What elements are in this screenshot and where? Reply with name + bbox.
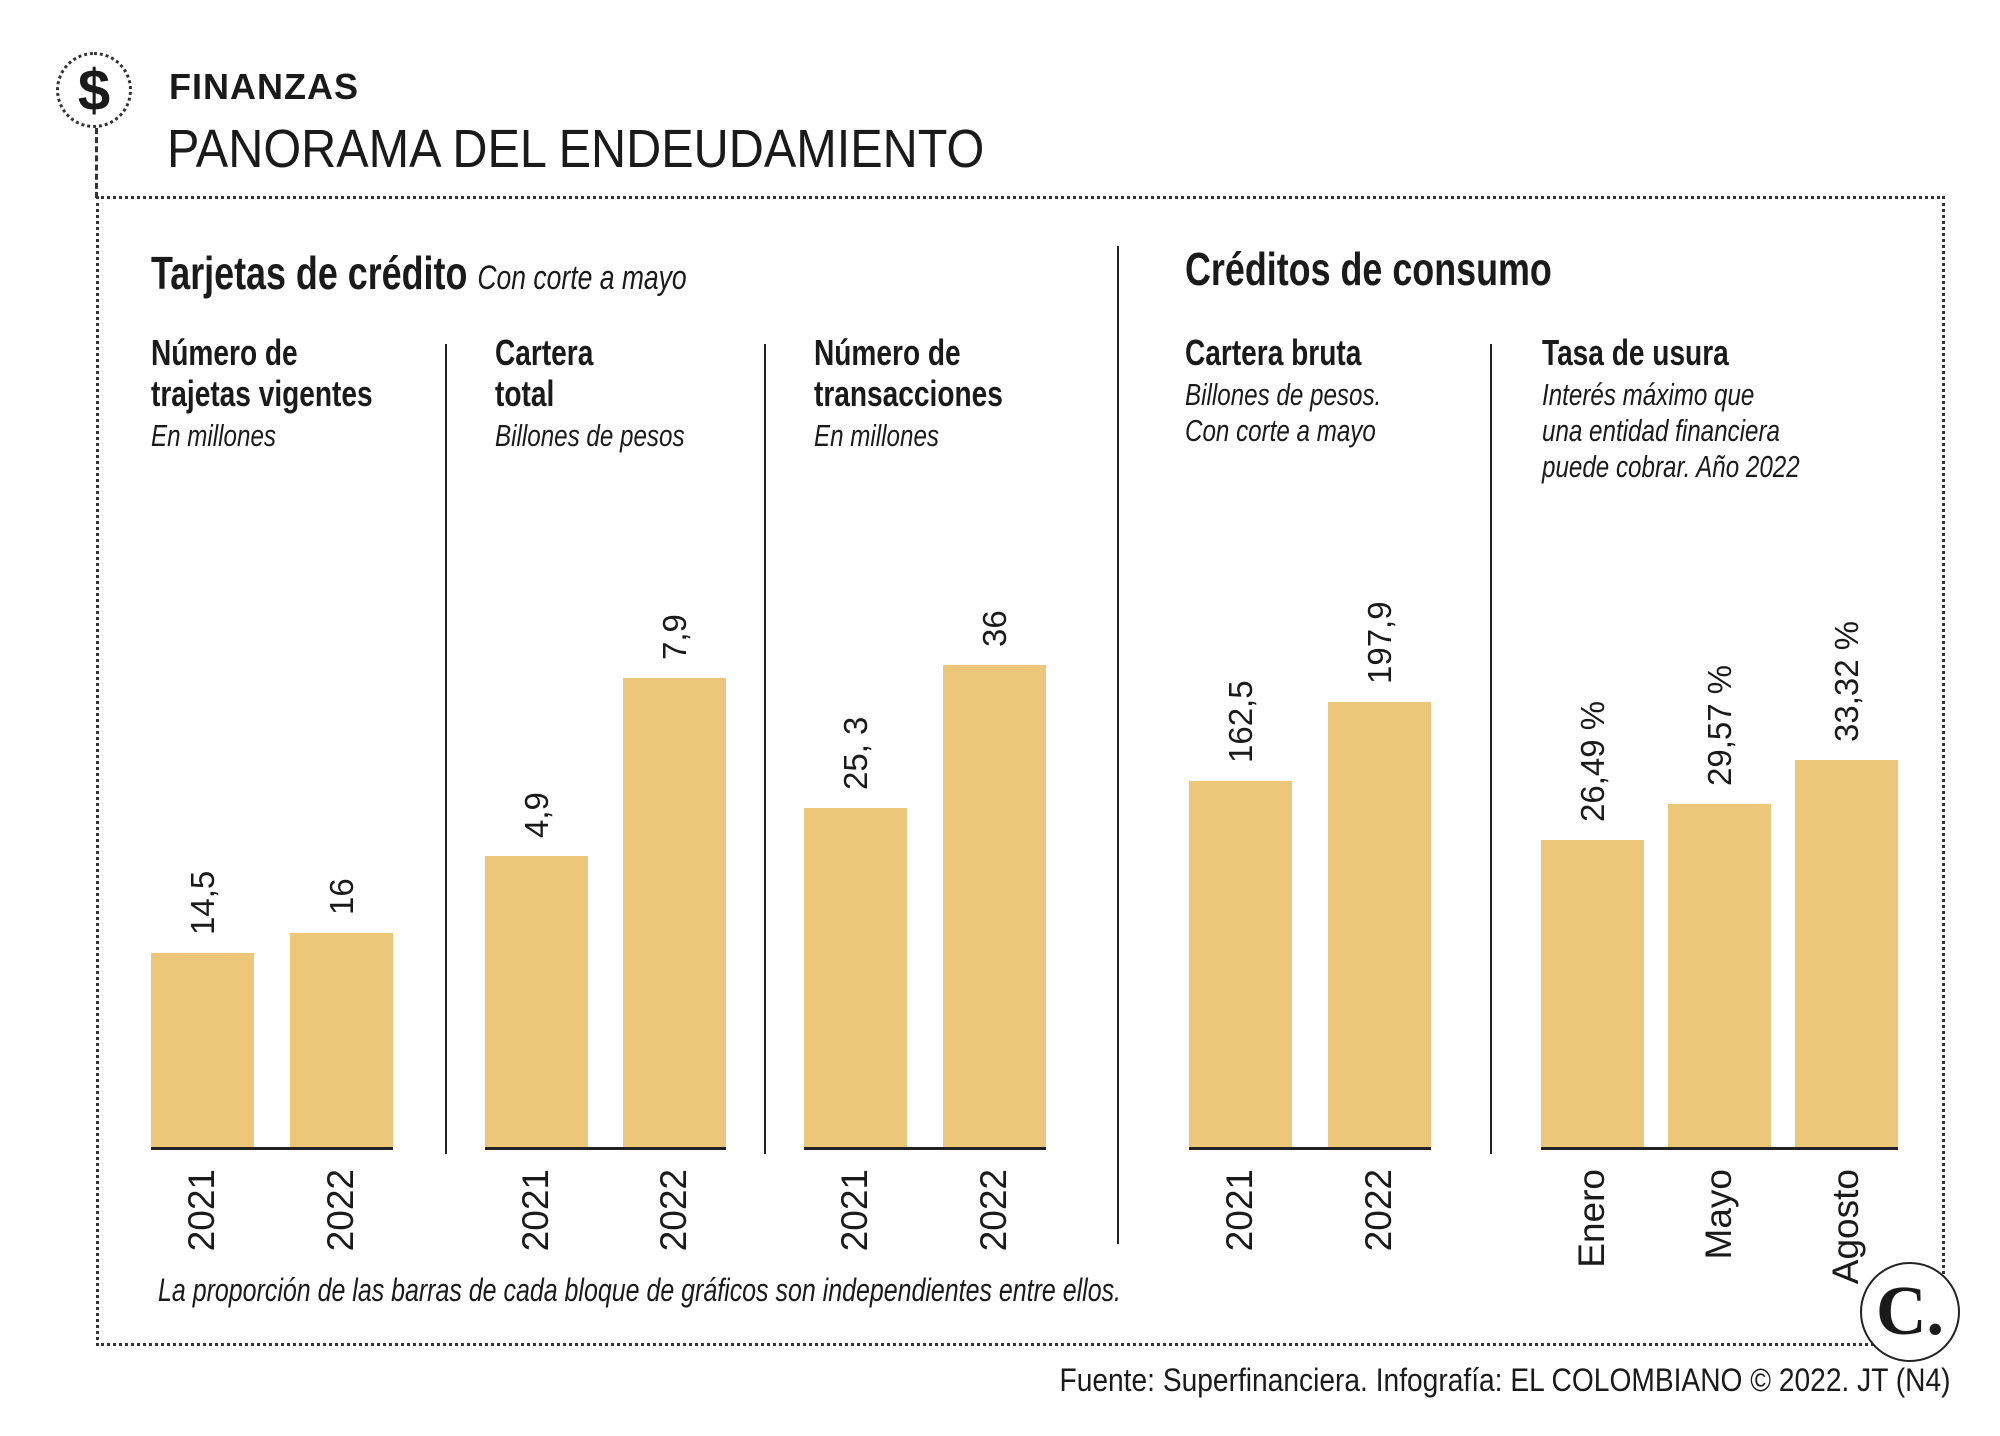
value-label: 162,5 [1221, 680, 1259, 764]
baseline [1541, 1147, 1898, 1150]
category-label: 2022 [652, 1169, 694, 1252]
panel-unit: En millones [151, 418, 276, 453]
value-label: 33,32 % [1827, 621, 1865, 743]
dotted-frame [96, 196, 1945, 1346]
bar-2022 [623, 677, 726, 1147]
panel-title: Tasa de usura [1542, 332, 1729, 373]
section-title-consumo: Créditos de consumo [1185, 243, 1552, 295]
value-label: 14,5 [183, 870, 221, 935]
bar-2021 [485, 855, 588, 1147]
baseline [151, 1147, 393, 1150]
panel-title: Cartera total [495, 332, 594, 414]
category-label: Agosto [1824, 1169, 1866, 1285]
category-label: Enero [1570, 1169, 1612, 1268]
bar-Enero [1541, 839, 1644, 1147]
value-label: 197,9 [1360, 601, 1398, 684]
el-colombiano-logo: C. [1860, 1262, 1960, 1362]
value-label: 26,49 % [1573, 700, 1611, 822]
chart-note: La proporción de las barras de cada bloq… [158, 1272, 1121, 1308]
value-label: 25, 3 [836, 716, 874, 790]
bar-2021 [804, 807, 907, 1147]
panel-divider [445, 344, 447, 1154]
panel-divider [1490, 344, 1492, 1154]
baseline [1189, 1147, 1431, 1150]
value-label: 36 [975, 609, 1013, 647]
category-label: 2022 [1357, 1169, 1399, 1252]
category-label: 2022 [319, 1169, 361, 1252]
bar-Mayo [1668, 803, 1771, 1147]
section-title: Tarjetas de crédito [151, 247, 468, 299]
bar-2021 [1189, 781, 1292, 1147]
category-label: 2021 [1218, 1169, 1260, 1252]
panel-unit: Billones de pesos. Con corte a mayo [1185, 377, 1382, 448]
baseline [485, 1147, 726, 1150]
category-label: 2021 [833, 1169, 875, 1252]
value-label: 4,9 [517, 792, 555, 838]
panel-title: Número de trajetas vigentes [151, 332, 373, 414]
value-label: 7,9 [655, 613, 693, 660]
panel-unit: Billones de pesos [495, 418, 685, 453]
category-label: Mayo [1697, 1169, 1739, 1260]
value-label: 16 [322, 877, 360, 915]
bar-2021 [151, 952, 254, 1147]
bar-Agosto [1795, 760, 1898, 1147]
bar-2022 [290, 932, 393, 1147]
section-title-tarjetas: Tarjetas de crédito Con corte a mayo [151, 246, 687, 300]
baseline [804, 1147, 1046, 1150]
category-label: 2021 [514, 1169, 556, 1252]
section-subtitle: Con corte a mayo [477, 259, 687, 297]
section-kicker: FINANZAS [169, 66, 359, 107]
panel-title: Cartera bruta [1185, 332, 1362, 373]
page-title: PANORAMA DEL ENDEUDAMIENTO [167, 119, 985, 179]
dollar-icon: $ [56, 52, 132, 128]
panel-divider [764, 344, 766, 1154]
dashed-connector [95, 128, 98, 198]
bar-2022 [943, 664, 1046, 1147]
panel-unit: En millones [814, 418, 939, 453]
source-footer: Fuente: Superfinanciera. Infografía: EL … [1059, 1362, 1950, 1398]
bar-2022 [1328, 701, 1431, 1147]
panel-title: Número de transacciones [814, 332, 1003, 414]
category-label: 2021 [180, 1169, 222, 1252]
section-divider [1117, 246, 1119, 1244]
value-label: 29,57 % [1700, 664, 1738, 786]
panel-unit: Interés máximo que una entidad financiera… [1542, 377, 1800, 484]
category-label: 2022 [972, 1169, 1014, 1252]
